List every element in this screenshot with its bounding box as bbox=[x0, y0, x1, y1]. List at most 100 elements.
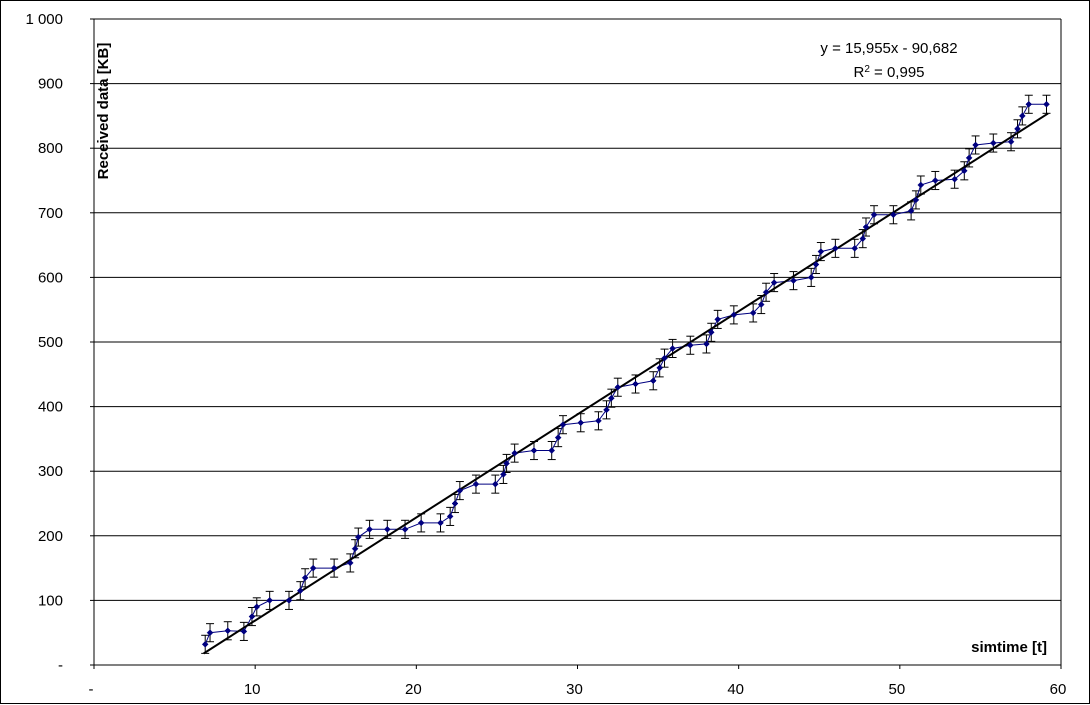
error-bars bbox=[201, 94, 1051, 654]
x-tick-label: 30 bbox=[566, 681, 583, 698]
data-point bbox=[206, 629, 214, 637]
x-tick-labels: - 10 20 30 40 50 60 bbox=[89, 681, 1067, 698]
data-point bbox=[603, 406, 610, 414]
data-point bbox=[807, 274, 815, 281]
data-point bbox=[472, 480, 480, 488]
data-point bbox=[511, 449, 518, 457]
data-point bbox=[366, 525, 373, 533]
data-point bbox=[832, 244, 839, 252]
x-tick-label: 50 bbox=[888, 681, 905, 698]
data-point bbox=[351, 545, 359, 553]
data-point bbox=[383, 525, 391, 533]
data-point bbox=[456, 487, 464, 494]
data-point bbox=[931, 177, 939, 184]
data-point bbox=[503, 460, 510, 467]
x-tick-label: - bbox=[89, 681, 94, 698]
y-tick-label: 200 bbox=[38, 528, 63, 545]
y-tick-label: - bbox=[58, 657, 63, 674]
data-point bbox=[714, 316, 722, 323]
data-point bbox=[1014, 125, 1021, 133]
y-tick-label: 1 000 bbox=[25, 11, 63, 28]
r2-prefix: R bbox=[853, 64, 864, 81]
data-point bbox=[862, 223, 870, 231]
y-tick-label: 300 bbox=[38, 463, 63, 480]
data-point bbox=[266, 597, 274, 604]
r2-exponent: 2 bbox=[864, 64, 870, 75]
data-point bbox=[446, 513, 454, 520]
data-point bbox=[417, 519, 425, 527]
trendline bbox=[203, 112, 1049, 655]
data-point bbox=[530, 447, 538, 454]
data-point bbox=[451, 500, 459, 507]
data-point bbox=[1043, 100, 1050, 108]
data-point bbox=[577, 419, 585, 427]
data-point bbox=[330, 564, 338, 572]
data-points bbox=[201, 100, 1050, 648]
data-point bbox=[224, 627, 232, 635]
x-tick-label: 20 bbox=[405, 681, 422, 698]
data-point bbox=[870, 211, 878, 219]
data-point bbox=[790, 277, 797, 284]
r2-value: = 0,995 bbox=[870, 64, 925, 81]
data-point bbox=[951, 175, 958, 183]
data-point bbox=[309, 564, 317, 572]
x-tick-label: 10 bbox=[244, 681, 261, 698]
data-point bbox=[669, 345, 676, 352]
r-squared-label: R2 = 0,995 bbox=[853, 64, 924, 82]
y-tick-label: 400 bbox=[38, 399, 63, 416]
data-point bbox=[770, 279, 778, 286]
data-point bbox=[240, 628, 248, 635]
data-point bbox=[890, 211, 897, 219]
y-tick-label: 900 bbox=[38, 76, 63, 93]
data-point bbox=[296, 587, 304, 595]
data-point bbox=[972, 141, 979, 149]
axes bbox=[93, 19, 1062, 666]
data-point bbox=[201, 640, 209, 648]
data-point bbox=[632, 380, 639, 388]
data-point bbox=[1018, 112, 1026, 120]
data-point bbox=[762, 288, 770, 296]
y-tick-label: 800 bbox=[38, 140, 63, 157]
data-point bbox=[595, 417, 602, 425]
data-point bbox=[730, 311, 738, 319]
data-point bbox=[354, 533, 362, 541]
x-tick-label: 60 bbox=[1050, 681, 1067, 698]
data-point bbox=[907, 207, 915, 215]
data-point bbox=[661, 354, 668, 362]
data-point bbox=[301, 574, 309, 582]
data-point bbox=[437, 519, 444, 527]
data-point bbox=[554, 434, 562, 441]
data-point bbox=[859, 235, 867, 242]
data-point bbox=[707, 328, 715, 336]
y-axis-label: Received data [KB] bbox=[95, 43, 112, 180]
data-point bbox=[548, 447, 556, 454]
data-point bbox=[757, 301, 765, 308]
x-axis-label: simtime [t] bbox=[971, 639, 1047, 656]
data-point bbox=[989, 139, 997, 147]
data-point bbox=[749, 309, 757, 317]
data-point bbox=[960, 167, 968, 175]
data-point bbox=[656, 364, 664, 372]
data-point bbox=[812, 261, 820, 268]
data-point bbox=[851, 244, 859, 252]
data-point bbox=[346, 559, 354, 567]
y-tick-label: 700 bbox=[38, 205, 63, 222]
data-point bbox=[1007, 138, 1015, 146]
data-point bbox=[614, 383, 622, 391]
data-point bbox=[248, 613, 256, 620]
gridlines bbox=[90, 18, 1062, 669]
data-point bbox=[401, 525, 409, 533]
y-tick-labels: - 100 200 300 400 500 600 700 800 900 1 000 bbox=[25, 11, 63, 674]
data-point bbox=[703, 340, 710, 348]
x-tick-label: 40 bbox=[727, 681, 744, 698]
data-point bbox=[817, 248, 825, 255]
data-point bbox=[965, 154, 973, 162]
data-point bbox=[607, 394, 615, 402]
data-point bbox=[1025, 100, 1033, 108]
data-point bbox=[253, 603, 261, 611]
data-point bbox=[912, 196, 920, 204]
y-tick-label: 100 bbox=[38, 592, 63, 609]
data-point bbox=[285, 597, 293, 604]
